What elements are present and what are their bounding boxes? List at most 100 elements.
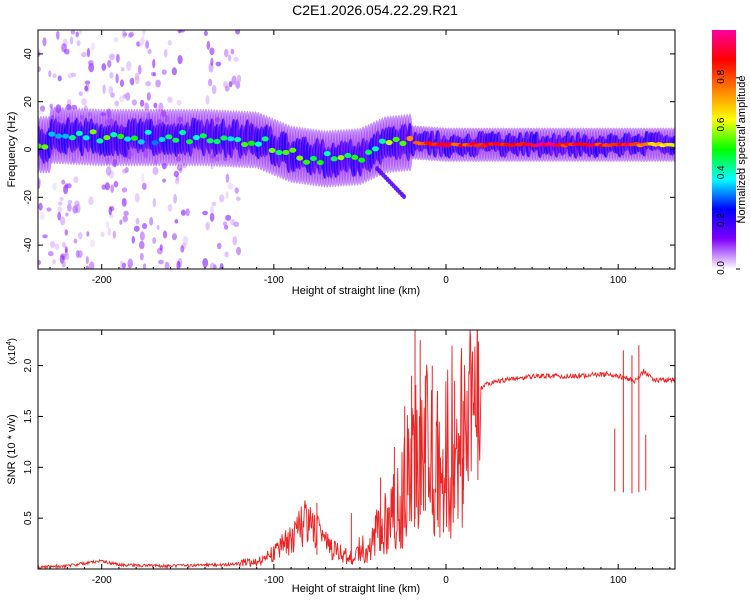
spectrogram-core-cell	[117, 133, 125, 139]
spectrogram-marks	[38, 30, 675, 269]
spectrogram-noise-cell	[167, 96, 173, 103]
spectrogram-x-tick-label: 0	[443, 275, 449, 286]
spectrogram-noise-cell	[75, 250, 80, 259]
spectrogram-noise-cell	[219, 263, 224, 269]
spectrogram-noise-cell	[142, 30, 146, 36]
spectrogram-core-cell	[227, 136, 235, 142]
spectrogram-noise-cell	[38, 110, 43, 115]
spectrogram-noise-cell	[224, 251, 229, 258]
spectrogram-core-cell	[41, 144, 49, 150]
spectrogram-core-cell	[323, 150, 331, 157]
spectrogram-noise-cell	[128, 31, 135, 37]
spectrogram-core-cell	[378, 138, 386, 144]
spectrogram-x-tick-label: -200	[92, 275, 112, 286]
spectrogram-noise-cell	[174, 177, 180, 185]
spectrogram-core-cell	[316, 159, 324, 166]
snr-y-tick-label: 2.0	[23, 358, 34, 372]
spectrogram-x-tick-label: -100	[264, 275, 284, 286]
spectrogram-noise-cell	[159, 244, 163, 251]
spectrogram-noise-cell	[182, 236, 189, 246]
spectrogram-noise-cell	[114, 100, 120, 107]
spectrogram-noise-cell	[227, 182, 234, 190]
spectrogram-noise-cell	[113, 37, 119, 43]
spectrogram-noise-cell	[66, 183, 72, 189]
spectrogram-core-cell	[130, 135, 138, 141]
spectrogram-noise-cell	[129, 77, 134, 85]
spectrogram-noise-cell	[167, 39, 172, 46]
spectrogram-noise-cell	[52, 73, 57, 79]
spectrogram-noise-cell	[109, 71, 114, 80]
spectrogram-noise-cell	[173, 170, 179, 178]
colorbar-tick-label: 0.0	[716, 261, 727, 275]
spectrogram-noise-cell	[224, 85, 230, 92]
snr-background	[38, 330, 675, 569]
spectrogram-noise-cell	[108, 86, 114, 95]
spectrogram-core-cell	[110, 132, 118, 138]
spectrogram-noise-cell	[78, 30, 82, 35]
spectrogram-core-cell	[399, 140, 407, 146]
spectrogram-noise-cell	[142, 182, 147, 191]
spectrogram-core-cell	[38, 143, 42, 149]
spectrogram-noise-cell	[156, 224, 160, 231]
spectrogram-noise-cell	[228, 81, 233, 88]
spectrogram-noise-cell	[113, 180, 119, 188]
spectrogram-noise-cell	[211, 84, 217, 95]
spectrogram-core-cell	[289, 147, 297, 153]
spectrogram-noise-cell	[223, 48, 229, 58]
spectrogram-noise-cell	[233, 56, 239, 62]
spectrogram-noise-cell	[52, 182, 57, 191]
spectrogram-core-cell	[254, 141, 262, 147]
spectrogram-core-cell	[96, 138, 104, 144]
spectrogram-noise-cell	[235, 30, 241, 35]
spectrogram-noise-cell	[78, 232, 83, 240]
spectrogram-noise-cell	[227, 54, 232, 62]
spectrogram-noise-cell	[105, 220, 110, 229]
spectrogram-noise-cell	[162, 230, 168, 239]
colorbar-tick-label: 0.2	[716, 213, 727, 227]
spectrogram-noise-cell	[133, 225, 140, 232]
spectrogram-noise-cell	[225, 214, 232, 221]
spectrogram-noise-cell	[152, 58, 156, 69]
spectrogram-core-cell	[358, 157, 366, 163]
spectrogram-noise-cell	[131, 99, 138, 106]
spectrogram-noise-cell	[185, 208, 190, 217]
spectrogram-core-cell	[75, 130, 83, 136]
spectrogram-noise-cell	[152, 237, 157, 244]
spectrogram-noise-cell	[110, 184, 114, 193]
spectrogram-y-label: Frequency (Hz)	[6, 112, 18, 188]
spectrogram-noise-cell	[61, 260, 66, 268]
spectrogram-noise-cell	[162, 178, 166, 183]
spectrogram-noise-cell	[202, 210, 208, 216]
spectrogram-noise-cell	[152, 166, 159, 175]
spectrogram-noise-cell	[134, 192, 140, 203]
spectrogram-noise-cell	[144, 102, 149, 111]
spectrogram-noise-cell	[88, 261, 95, 269]
spectrogram-tail-cell	[402, 193, 407, 200]
spectrogram-noise-cell	[119, 219, 123, 225]
spectrogram-core-cell	[406, 135, 414, 142]
spectrogram-core-cell	[351, 154, 359, 160]
spectrogram-noise-cell	[164, 48, 168, 58]
spectrogram-noise-cell	[65, 212, 69, 217]
spectrogram-core-cell	[220, 135, 228, 141]
spectrogram-noise-cell	[147, 48, 152, 55]
spectrogram-noise-cell	[57, 75, 62, 82]
spectrogram-noise-cell	[180, 245, 185, 253]
spectrogram-noise-cell	[234, 187, 239, 194]
spectrogram-noise-cell	[176, 260, 181, 269]
spectrogram-noise-cell	[69, 36, 74, 45]
spectrogram-noise-cell	[90, 42, 96, 51]
spectrogram-noise-cell	[60, 253, 66, 258]
spectrogram-noise-cell	[104, 182, 111, 191]
spectrogram-noise-cell	[236, 246, 242, 256]
spectrogram-y-tick-label: -40	[23, 237, 34, 252]
spectrogram-noise-cell	[57, 206, 63, 213]
spectrogram-core-cell	[247, 140, 255, 146]
spectrogram-noise-cell	[61, 43, 67, 53]
spectrogram-noise-cell	[86, 231, 90, 237]
spectrogram-core-cell	[206, 138, 214, 144]
spectrogram-noise-cell	[155, 79, 161, 88]
spectrogram-noise-cell	[119, 95, 125, 103]
spectrogram-noise-cell	[57, 211, 62, 221]
spectrogram-noise-cell	[78, 91, 84, 97]
